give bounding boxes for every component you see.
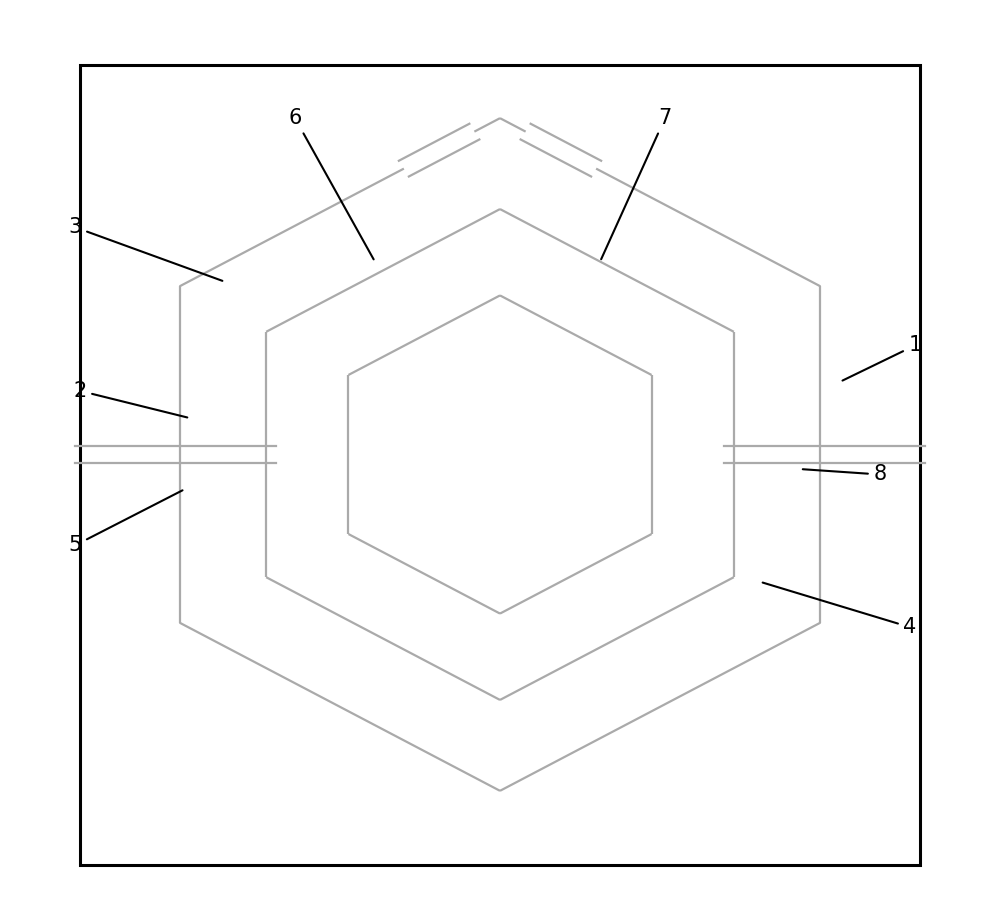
- Text: 7: 7: [601, 108, 672, 259]
- Bar: [80, 65, 920, 865]
- Text: 1: 1: [842, 335, 922, 381]
- Text: 3: 3: [68, 217, 222, 281]
- Text: 6: 6: [288, 108, 374, 259]
- Text: 8: 8: [803, 464, 887, 484]
- Text: 2: 2: [73, 381, 187, 417]
- Text: 5: 5: [68, 490, 183, 555]
- Text: 4: 4: [763, 583, 917, 637]
